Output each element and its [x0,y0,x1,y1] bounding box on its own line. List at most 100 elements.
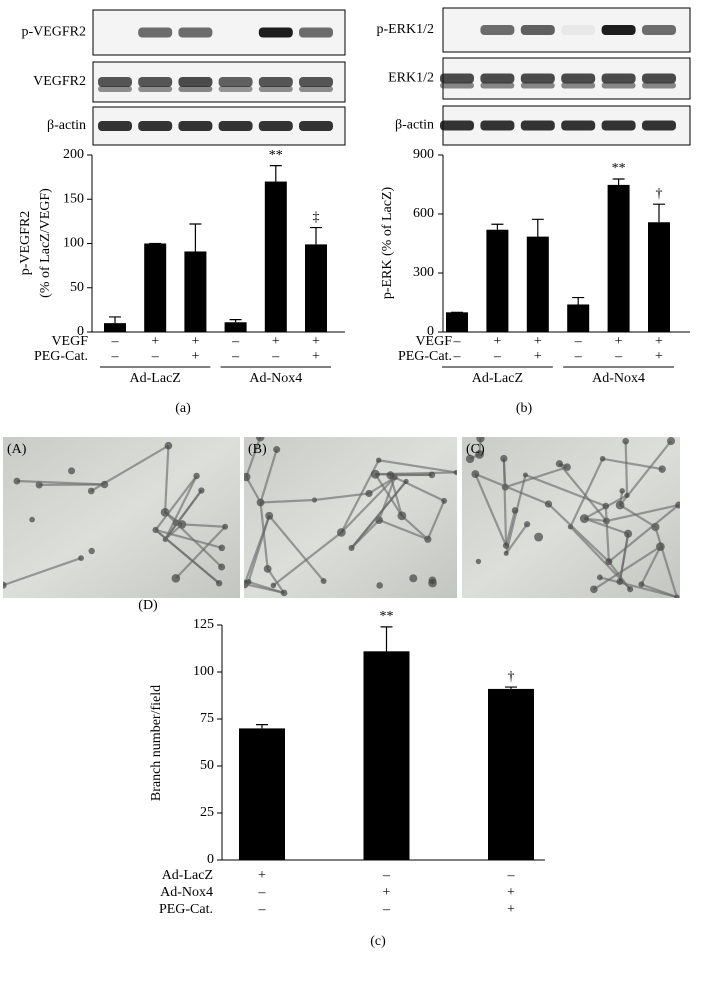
blot-band [440,120,474,131]
cell-cluster [616,578,624,585]
cell-tube [181,523,226,528]
blot-band [440,73,474,84]
significance-marker: † [656,186,663,201]
cell-tube [640,546,662,585]
bar [305,244,327,332]
blot-band [601,120,636,131]
cell-cluster [503,550,509,556]
blot-band [520,25,555,35]
cell-cluster [88,547,95,555]
cell-cluster [218,563,226,571]
condition-sign: + [272,334,280,349]
blot-band [601,25,636,35]
condition-sign: + [191,334,199,349]
cell-cluster [675,501,680,509]
y-tick-label: 125 [193,617,214,632]
error-bar [653,203,665,223]
cell-tube [245,476,262,504]
panel-label: (D) [138,598,158,613]
micrograph-label: (B) [248,442,267,457]
y-tick-label: 100 [193,664,214,679]
cell-cluster [453,469,457,475]
cell-tube [504,466,568,489]
y-tick-label: 50 [70,280,84,295]
cell-tube [593,545,661,591]
cell-tube [641,583,678,598]
blot-label: p-VEGFR2 [21,25,86,40]
significance-marker: ** [269,148,283,163]
y-tick-label: 50 [200,758,214,773]
group-label: Ad-LacZ [130,371,181,386]
blot-band [218,121,253,131]
error-bar [572,296,585,305]
micrograph-network [244,437,457,597]
cell-tube [340,476,396,534]
cell-cluster [465,454,475,464]
cell-tube [16,479,105,486]
blot-band [480,25,515,35]
blot-label: p-ERK1/2 [376,22,434,37]
micrograph [462,437,680,598]
blot-band [561,25,596,35]
cell-cluster [403,478,409,484]
bar [488,688,534,860]
condition-sign: + [507,902,515,917]
cell-cluster [475,558,482,565]
cell-tube [378,519,429,541]
blot-band [299,27,333,38]
blot-band [98,86,132,92]
bar [239,728,285,860]
cell-cluster [511,507,519,514]
cell-cluster [622,437,630,445]
cell-cluster [263,564,272,573]
error-bar [256,724,268,729]
cell-cluster [638,581,645,588]
y-tick-label: 25 [200,805,214,820]
cell-cluster [35,481,43,489]
cell-tube [163,445,170,513]
cell-cluster [599,455,606,462]
micrograph-label: (A) [7,442,27,457]
cell-tube [244,515,271,585]
blot-band [520,120,555,131]
cell-cluster [198,487,205,494]
cell-tube [374,473,403,517]
blot-band [299,121,333,131]
cell-tube [608,560,632,590]
blot-band [561,82,596,89]
bar [104,323,126,332]
bar [648,222,670,332]
blot-label: ERK1/2 [388,71,434,86]
blot-band [642,73,676,84]
condition-sign: – [231,349,240,364]
cell-cluster [627,586,634,593]
cell-tube [272,531,343,587]
cell-tube [155,528,223,549]
cell-cluster [475,450,484,459]
cell-cluster [87,487,95,495]
cell-cluster [666,437,676,446]
cell-cluster [320,577,327,584]
bar [224,322,247,332]
cell-tube [618,533,630,582]
condition-sign: – [231,334,240,349]
bar [264,181,287,332]
condition-sign: + [615,334,623,349]
condition-sign: – [111,349,120,364]
cell-cluster [502,542,510,549]
y-axis-label: Branch number/field [149,685,164,801]
cell-tube [164,489,203,541]
y-tick-label: 100 [63,236,84,251]
cell-cluster [375,457,382,463]
cell-cluster [365,489,373,498]
y-tick-label: 300 [413,265,434,280]
condition-label: VEGF [415,334,452,349]
error-bar [491,223,504,230]
cell-tube [525,473,607,508]
blot-band [138,77,173,87]
condition-sign: – [382,868,391,883]
error-bar [531,218,544,237]
cell-cluster [3,581,7,589]
condition-sign: – [507,868,516,883]
blot-band [138,121,173,131]
